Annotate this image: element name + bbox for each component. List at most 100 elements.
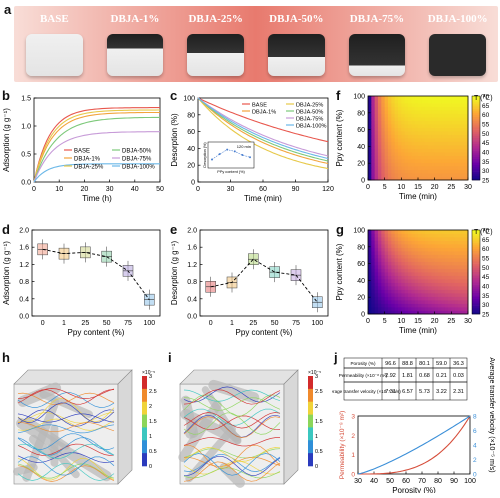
heatmap-cell	[408, 283, 412, 287]
heatmap-cell	[378, 307, 382, 311]
heatmap-cell	[418, 156, 422, 160]
heatmap-cell	[461, 234, 465, 238]
heatmap-cell	[378, 159, 382, 163]
heatmap-cell	[441, 244, 445, 248]
heatmap-cell	[458, 114, 462, 118]
colorbar-segment	[472, 170, 480, 172]
heatmap-cell	[415, 269, 419, 273]
heatmap-cell	[395, 265, 399, 269]
heatmap-cell	[458, 241, 462, 245]
heatmap-cell	[375, 110, 379, 114]
heatmap-cell	[381, 279, 385, 283]
heatmap-cell	[398, 121, 402, 125]
heatmap-cell	[458, 166, 462, 170]
heatmap-cell	[441, 114, 445, 118]
heatmap-cell	[421, 234, 425, 238]
heatmap-cell	[455, 251, 459, 255]
heatmap-cell	[455, 117, 459, 121]
heatmap-cell	[381, 107, 385, 111]
heatmap-cell	[461, 251, 465, 255]
heatmap-cell	[428, 124, 432, 128]
heatmap-cell	[421, 173, 425, 177]
heatmap-cell	[375, 114, 379, 118]
x-tick-label: 50	[156, 186, 164, 193]
heatmap-cell	[445, 272, 449, 276]
heatmap-cell	[461, 286, 465, 290]
heatmap-cell	[421, 265, 425, 269]
heatmap-cell	[411, 307, 415, 311]
heatmap-cell	[391, 159, 395, 163]
heatmap-cell	[391, 269, 395, 273]
table-cell: 80.1	[419, 361, 430, 367]
cube-top	[14, 370, 132, 384]
heatmap-cell	[428, 107, 432, 111]
heatmap-cell	[378, 121, 382, 125]
colorbar-segment	[142, 376, 147, 389]
heatmap-cell	[388, 265, 392, 269]
sample-photo	[429, 34, 486, 76]
heatmap-cell	[421, 258, 425, 262]
heatmap-cell	[441, 279, 445, 283]
heatmap-cell	[425, 159, 429, 163]
heatmap-cell	[438, 244, 442, 248]
heatmap-cell	[401, 103, 405, 107]
heatmap-cell	[395, 138, 399, 142]
heatmap-cell	[435, 269, 439, 273]
heatmap-cell	[448, 131, 452, 135]
x-tick-label: 120	[322, 186, 334, 193]
heatmap-cell	[368, 100, 372, 104]
heatmap-cell	[398, 307, 402, 311]
heatmap-cell	[378, 230, 382, 234]
heatmap-cell	[411, 163, 415, 167]
heatmap-cell	[421, 138, 425, 142]
heatmap-cell	[385, 173, 389, 177]
colorbar-segment	[472, 304, 480, 306]
heatmap-cell	[368, 156, 372, 160]
heatmap-cell	[461, 128, 465, 132]
colorbar-segment	[142, 415, 147, 428]
colorbar-tick-label: 50	[482, 131, 490, 138]
heatmap-cell	[441, 269, 445, 273]
heatmap-cell	[421, 255, 425, 259]
heatmap-cell	[401, 234, 405, 238]
heatmap-cell	[375, 149, 379, 153]
heatmap-cell	[405, 251, 409, 255]
heatmap-cell	[378, 166, 382, 170]
heatmap-cell	[401, 117, 405, 121]
heatmap-cell	[381, 117, 385, 121]
heatmap-cell	[425, 163, 429, 167]
heatmap-cell	[411, 138, 415, 142]
heatmap-cell	[385, 230, 389, 234]
y-tick-label: 40	[357, 144, 365, 151]
heatmap-cell	[421, 269, 425, 273]
heatmap-cell	[438, 241, 442, 245]
heatmap-cell	[375, 269, 379, 273]
heatmap-cell	[401, 272, 405, 276]
heatmap-cell	[395, 152, 399, 156]
legend-label: DBJA-50%	[122, 149, 152, 155]
heatmap-cell	[445, 96, 449, 100]
heatmap-cell	[375, 163, 379, 167]
heatmap-cell	[388, 300, 392, 304]
heatmap-cell	[381, 128, 385, 132]
colorbar-tick-label: 2	[315, 404, 318, 410]
heatmap-cell	[421, 103, 425, 107]
heatmap-cell	[381, 100, 385, 104]
heatmap-cell	[448, 248, 452, 252]
heatmap-cell	[425, 297, 429, 301]
heatmap-cell	[398, 255, 402, 259]
heatmap-cell	[411, 145, 415, 149]
heatmap-cell	[438, 121, 442, 125]
heatmap-cell	[385, 110, 389, 114]
legend-label: DBJA-1%	[74, 157, 101, 163]
heatmap-cell	[398, 173, 402, 177]
heatmap-cell	[381, 237, 385, 241]
heatmap-cell	[461, 121, 465, 125]
heatmap-cell	[451, 121, 455, 125]
heatmap-cell	[428, 138, 432, 142]
colorbar-segment	[472, 272, 480, 274]
heatmap-cell	[418, 173, 422, 177]
heatmap-cell	[431, 103, 435, 107]
colorbar-segment	[472, 119, 480, 121]
heatmap-cell	[441, 230, 445, 234]
